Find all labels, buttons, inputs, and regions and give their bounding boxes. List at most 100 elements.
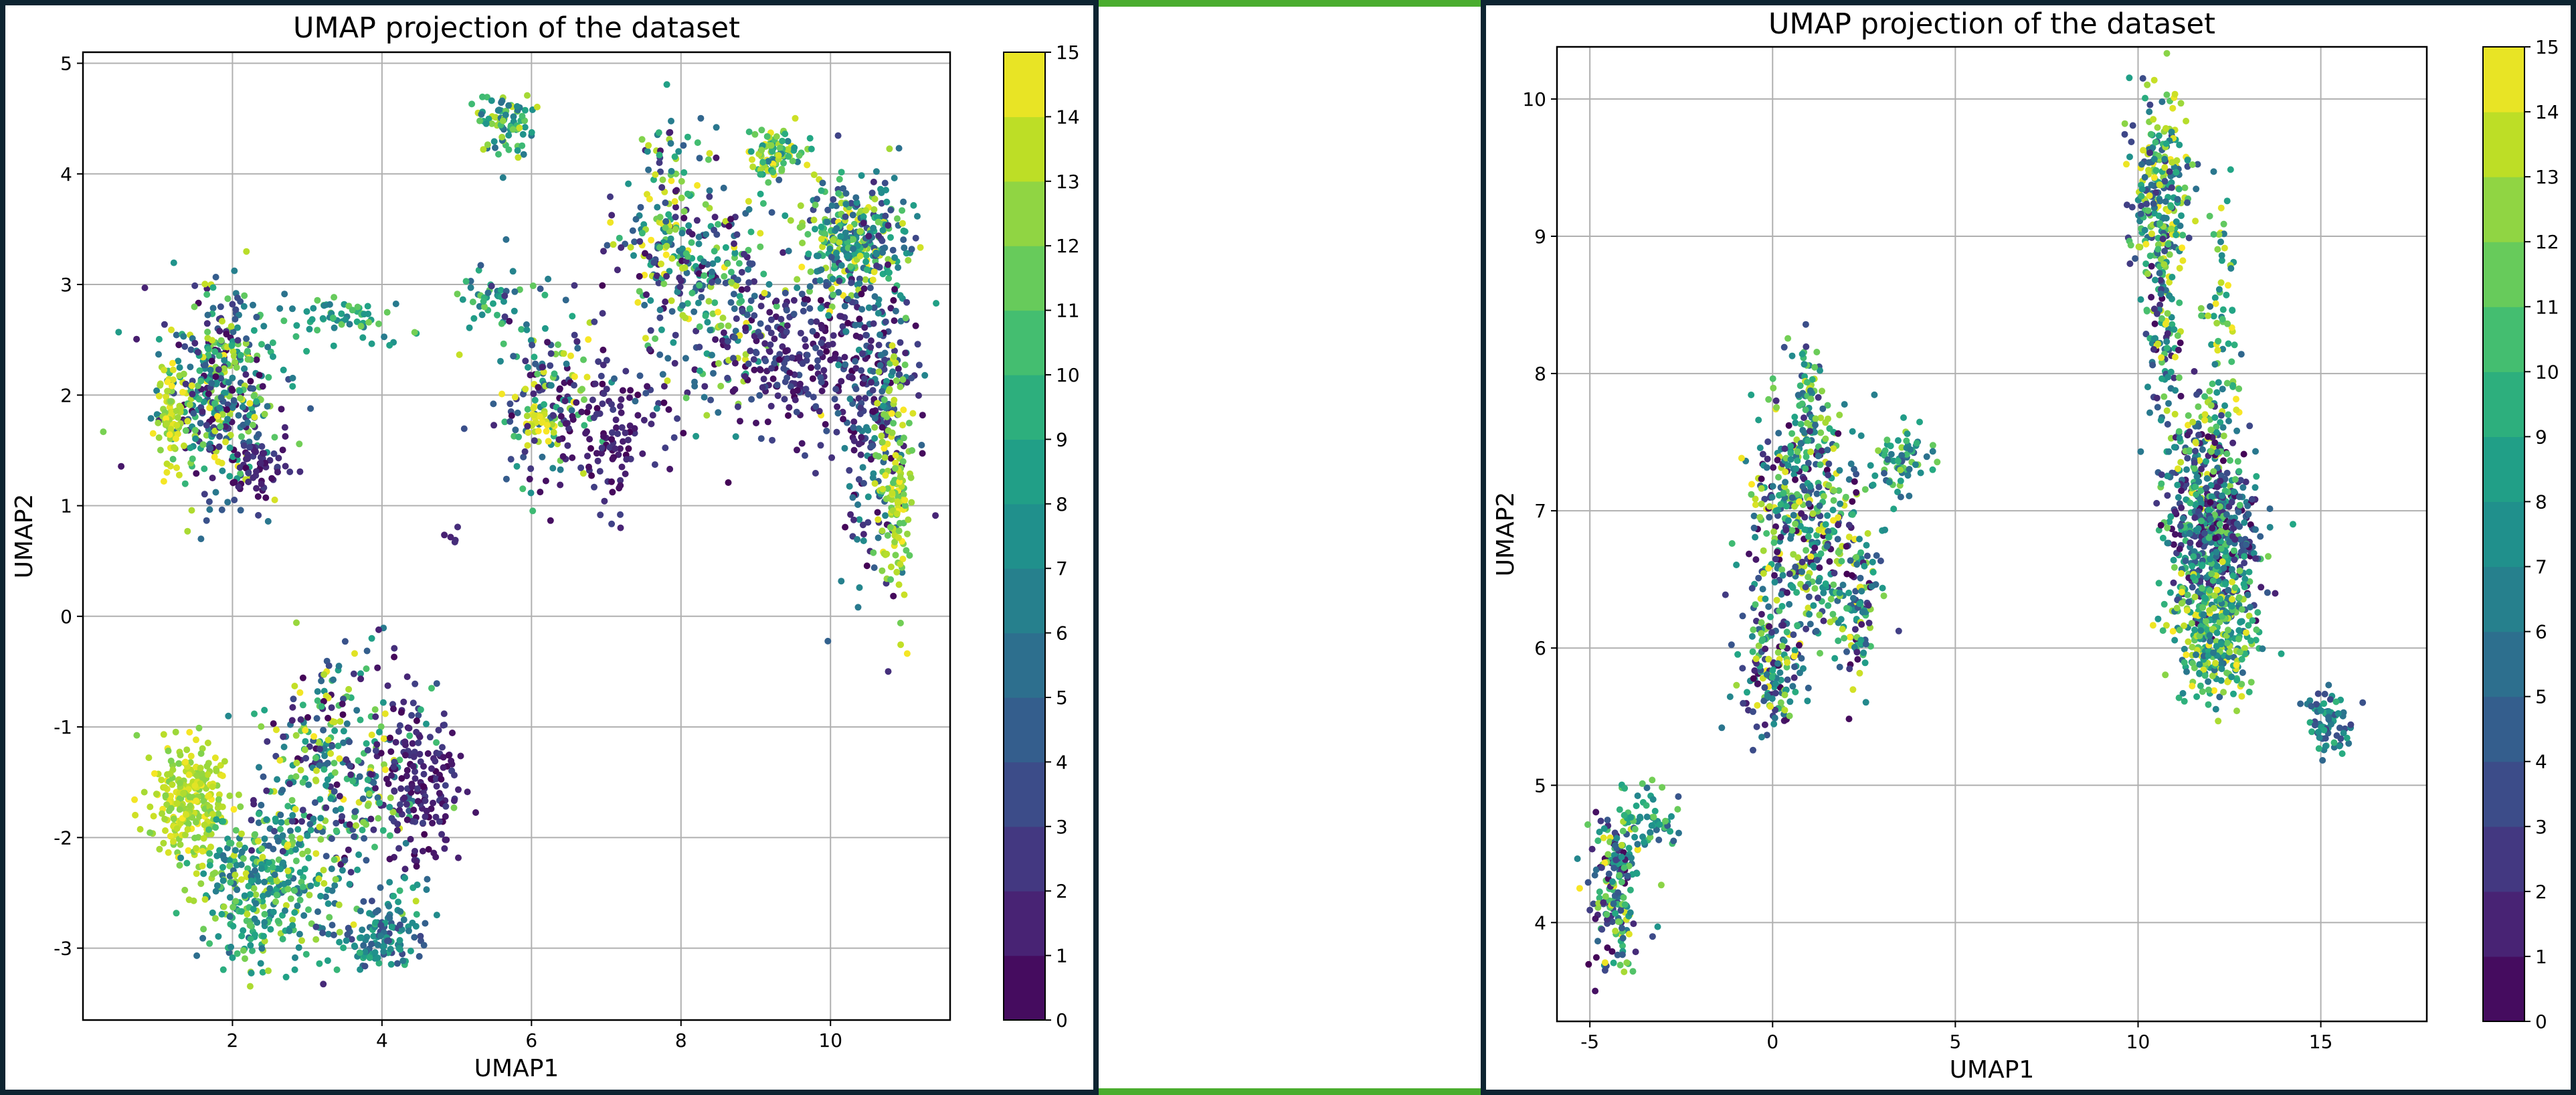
scatter-point (484, 141, 491, 149)
scatter-point (521, 124, 529, 131)
scatter-point (206, 404, 213, 412)
scatter-point (205, 351, 212, 359)
scatter-point (488, 97, 495, 104)
scatter-point (221, 423, 229, 430)
scatter-point (364, 303, 371, 310)
scatter-point (562, 297, 569, 304)
scatter-point (469, 299, 476, 306)
scatter-point (184, 418, 191, 425)
scatter-point (191, 339, 199, 347)
scatter-point (170, 259, 177, 266)
scatter-point (239, 404, 246, 410)
scatter-point (271, 434, 278, 441)
scatter-point (209, 337, 215, 344)
scatter-point (192, 435, 199, 442)
scatter-point (161, 321, 168, 328)
scatter-point (246, 444, 253, 451)
scatter-point (495, 106, 502, 114)
scatter-point (533, 103, 541, 110)
scatter-point (296, 468, 304, 475)
scatter-point (480, 298, 487, 305)
scatter-point (513, 462, 521, 470)
scatter-point (215, 352, 223, 359)
scatter-point (262, 494, 270, 501)
scatter-point (274, 469, 281, 476)
scatter-point (310, 305, 317, 312)
scatter-point (519, 112, 526, 120)
scatter-point (242, 465, 250, 472)
scatter-point (237, 394, 244, 402)
scatter-point (527, 489, 535, 497)
scatter-point (217, 303, 224, 311)
scatter-point (289, 305, 296, 313)
scatter-point (505, 146, 513, 153)
scatter-point (237, 507, 244, 514)
scatter-point (359, 334, 367, 341)
scatter-point (217, 337, 225, 344)
scatter-point (164, 378, 171, 386)
scatter-point (498, 133, 506, 141)
scatter-point (253, 398, 260, 405)
scatter-point (181, 343, 189, 350)
scatter-point (161, 366, 168, 373)
scatter-point (381, 333, 388, 341)
scatter-point (467, 284, 474, 291)
scatter-point (163, 420, 171, 427)
scatter-point (482, 120, 490, 127)
scatter-point (209, 475, 216, 482)
scatter-point (567, 352, 574, 359)
scatter-point (216, 327, 223, 335)
scatter-point (187, 363, 194, 371)
scatter-point (250, 301, 256, 309)
scatter-point (306, 325, 313, 333)
scatter-point (235, 412, 242, 419)
scatter-point (547, 362, 554, 369)
scatter-point (176, 364, 183, 371)
scatter-point (245, 479, 252, 485)
scatter-point (212, 373, 219, 380)
scatter-point (223, 406, 231, 413)
scatter-point (231, 267, 238, 274)
scatter-point (203, 517, 210, 524)
scatter-point (216, 433, 223, 440)
scatter-point (354, 303, 361, 311)
scatter-point (511, 307, 518, 315)
scatter-point (226, 444, 234, 451)
scatter-point (244, 347, 251, 355)
scatter-point (203, 320, 211, 327)
scatter-point (197, 377, 205, 385)
scatter-point (392, 301, 399, 307)
scatter-point (100, 428, 107, 436)
scatter-point (296, 440, 303, 448)
scatter-point (481, 303, 488, 311)
scatter-point (201, 491, 208, 498)
scatter-point (353, 318, 361, 325)
scatter-point (254, 493, 262, 500)
scatter-point (579, 470, 587, 477)
scatter-point (237, 351, 244, 359)
scatter-point (365, 319, 373, 326)
scatter-point (281, 290, 288, 298)
scatter-point (214, 412, 221, 420)
scatter-point (266, 456, 274, 464)
scatter-point (147, 415, 155, 422)
scatter-point (251, 414, 258, 421)
scatter-point (470, 315, 478, 322)
scatter-point (276, 305, 284, 312)
scatter-point (173, 407, 180, 414)
scatter-point (329, 314, 337, 321)
scatter-point (234, 337, 242, 344)
scatter-point (236, 388, 244, 395)
scatter-point (514, 147, 521, 154)
scatter-point (280, 366, 287, 373)
scatter-point (244, 419, 252, 426)
scatter-point (513, 103, 521, 110)
scatter-point (519, 142, 526, 149)
scatter-point (265, 373, 272, 381)
scatter-point (205, 498, 213, 505)
scatter-point (281, 424, 288, 431)
scatter-point (164, 388, 171, 395)
scatter-point (514, 409, 521, 416)
scatter-point (188, 382, 195, 390)
